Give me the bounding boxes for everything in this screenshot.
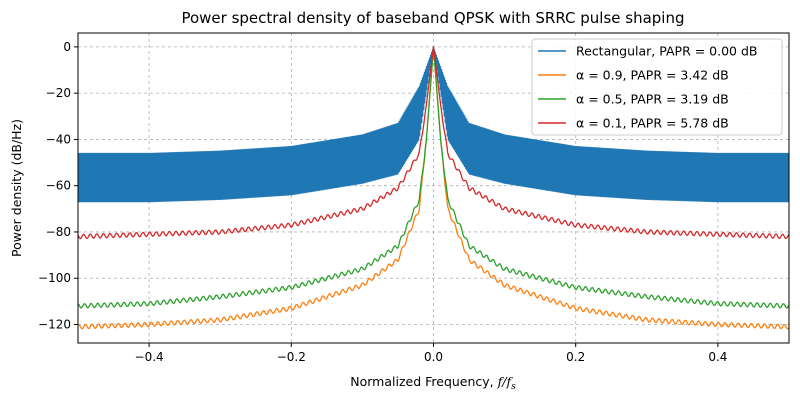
y-tick-label: −120	[38, 317, 71, 331]
x-tick-label: 0.4	[708, 350, 727, 364]
x-tick-label: 0.2	[566, 350, 585, 364]
y-tick-label: −60	[46, 179, 71, 193]
y-axis-ticks: 0 −20 −40 −60 −80 −100 −120	[38, 40, 78, 331]
series-line-4	[78, 46, 789, 240]
legend-label-2: α = 0.9, PAPR = 3.42 dB	[576, 68, 729, 83]
x-axis-label: Normalized Frequency, f/fs	[350, 374, 516, 392]
legend-label-3: α = 0.5, PAPR = 3.19 dB	[576, 92, 729, 107]
y-tick-label: −100	[38, 271, 71, 285]
legend-label-4: α = 0.1, PAPR = 5.78 dB	[576, 116, 729, 131]
y-axis-label: Power density (dB/Hz)	[9, 119, 24, 257]
y-tick-label: 0	[63, 40, 71, 54]
chart-title: Power spectral density of baseband QPSK …	[181, 9, 684, 27]
y-tick-label: −20	[46, 86, 71, 100]
x-tick-label: 0.0	[424, 350, 443, 364]
legend: Rectangular, PAPR = 0.00 dB α = 0.9, PAPR…	[531, 38, 783, 136]
y-tick-label: −80	[46, 225, 71, 239]
series-lines	[78, 46, 789, 330]
legend-label-1: Rectangular, PAPR = 0.00 dB	[576, 44, 758, 59]
x-tick-label: −0.2	[277, 350, 306, 364]
x-tick-label: −0.4	[135, 350, 164, 364]
legend-box	[531, 38, 783, 136]
y-tick-label: −40	[46, 132, 71, 146]
x-axis-ticks: −0.4 −0.2 0.0 0.2 0.4	[135, 343, 727, 364]
